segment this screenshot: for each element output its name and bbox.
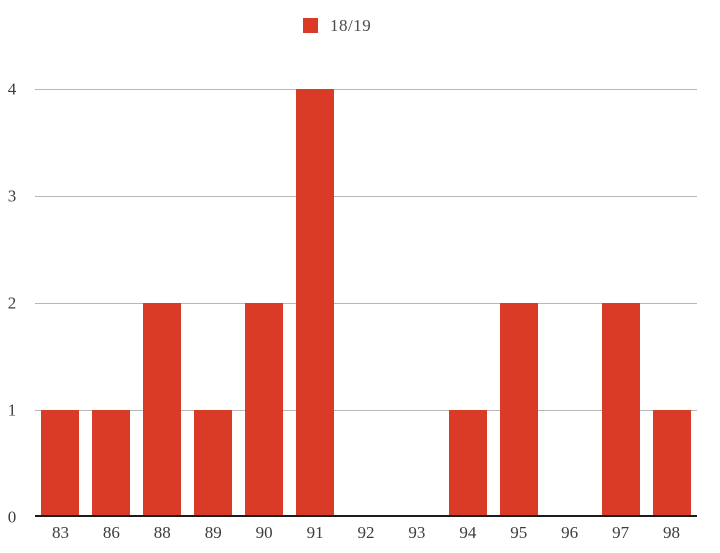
- x-axis-labels: 83 86 88 89 90 91 92 93 94 95 96 97 98: [35, 523, 697, 543]
- bar: [296, 89, 335, 517]
- bar: [194, 410, 233, 517]
- bar-slot: [239, 89, 290, 517]
- bar: [245, 303, 284, 517]
- x-tick-label: 83: [51, 523, 69, 542]
- bar-slot: [595, 89, 646, 517]
- gridline: [35, 89, 697, 90]
- x-tick-label: 94: [459, 523, 477, 542]
- legend-series-label: 18/19: [330, 16, 372, 35]
- y-tick-label: 0: [7, 507, 17, 527]
- bar: [652, 410, 691, 517]
- x-axis-line: [35, 515, 697, 517]
- bar: [601, 303, 640, 517]
- bar-slot: [137, 89, 188, 517]
- bar-slot: [35, 89, 86, 517]
- bar-slot: [341, 89, 392, 517]
- bar: [448, 410, 487, 517]
- bar: [41, 410, 80, 517]
- bar-slot: [188, 89, 239, 517]
- gridline: [35, 196, 697, 197]
- x-tick-label: 96: [561, 523, 579, 542]
- bar-slot: [442, 89, 493, 517]
- x-tick-label: 89: [204, 523, 222, 542]
- chart-legend: 18/19: [303, 16, 371, 35]
- y-tick-label: 1: [7, 400, 17, 420]
- x-tick-label: 91: [306, 523, 324, 542]
- x-tick-label: 86: [102, 523, 120, 542]
- bar-slot: [646, 89, 697, 517]
- bar-slot: [290, 89, 341, 517]
- gridline: [35, 303, 697, 304]
- bar-slot: [544, 89, 595, 517]
- x-tick-label: 90: [255, 523, 273, 542]
- x-tick-label: 93: [408, 523, 426, 542]
- x-tick-label: 92: [357, 523, 375, 542]
- gridline: [35, 410, 697, 411]
- bar-series: [35, 89, 697, 517]
- bar: [92, 410, 131, 517]
- y-tick-label: 2: [7, 293, 17, 313]
- bar-slot: [391, 89, 442, 517]
- y-tick-label: 4: [7, 79, 17, 99]
- x-tick-label: 97: [612, 523, 630, 542]
- x-tick-label: 95: [510, 523, 528, 542]
- x-tick-label: 88: [153, 523, 171, 542]
- bar-slot: [86, 89, 137, 517]
- legend-swatch-icon: [303, 18, 318, 33]
- bar: [499, 303, 538, 517]
- plot-area: [35, 89, 697, 517]
- bar-slot: [493, 89, 544, 517]
- bar: [143, 303, 182, 517]
- x-tick-label: 98: [663, 523, 681, 542]
- y-tick-label: 3: [7, 186, 17, 206]
- y-axis-labels: 0 1 2 3 4: [0, 81, 24, 526]
